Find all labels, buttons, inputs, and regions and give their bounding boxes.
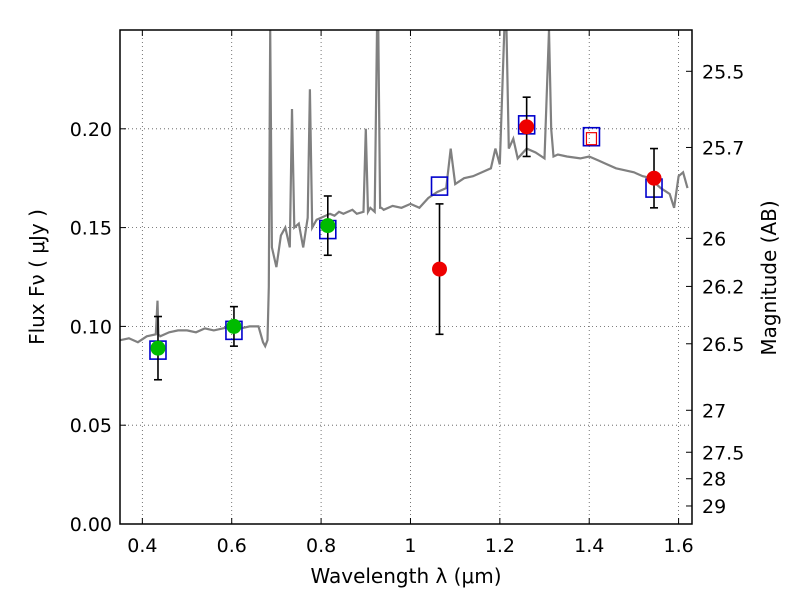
open-red-square-marker [585,132,598,146]
y2-tick-label: 25.5 [702,61,744,83]
y-tick-label: 0.10 [70,316,112,338]
grid-lines [120,30,692,525]
y2-axis-title: Magnitude (AB) [757,200,781,355]
y2-tick-label: 27.5 [702,442,744,464]
x-axis-title: Wavelength λ (μm) [310,564,501,588]
red-point-marker [646,170,662,186]
y-tick-label: 0.05 [70,415,112,437]
y2-axis-ticks: 25.5 25.7 26 26.2 26.5 27 27.5 28 29 [686,61,744,518]
x-tick-label: 1.6 [663,535,693,557]
y2-tick-label: 26.5 [702,334,744,356]
y2-tick-label: 28 [702,469,726,491]
model-box-marker [582,126,601,147]
y2-tick-label: 27 [702,400,726,422]
red-point-marker [432,261,448,277]
green-point-marker [320,218,336,234]
y-tick-label: 0.00 [70,514,112,536]
x-tick-label: 0.6 [217,535,247,557]
x-tick-label: 0.8 [306,535,336,557]
y-tick-label: 0.20 [70,119,112,141]
y-axis-ticks: 0.00 0.05 0.10 0.15 0.20 [70,119,126,536]
plot-frame [119,29,693,525]
x-tick-label: 1 [404,535,416,557]
green-point-marker [150,340,166,356]
y2-tick-label: 26.2 [702,276,744,298]
y2-tick-label: 26 [702,228,726,250]
model-box-marker [430,176,449,196]
x-tick-label: 1.2 [485,535,515,557]
y-axis-title: Flux Fν ( μJy ) [25,209,49,345]
y-tick-label: 0.15 [70,218,112,240]
spectrum-line [120,30,689,349]
y2-tick-label: 29 [702,496,726,518]
green-point-marker [226,318,242,334]
photometry-layer [149,96,663,381]
y2-tick-label: 25.7 [702,137,744,159]
x-tick-label: 1.4 [574,535,604,557]
x-tick-label: 0.4 [127,535,157,557]
x-axis-ticks: 0.4 0.6 0.8 1 1.2 1.4 1.6 [127,30,694,557]
spectrum-layer [120,30,689,349]
red-point-marker [519,119,535,135]
